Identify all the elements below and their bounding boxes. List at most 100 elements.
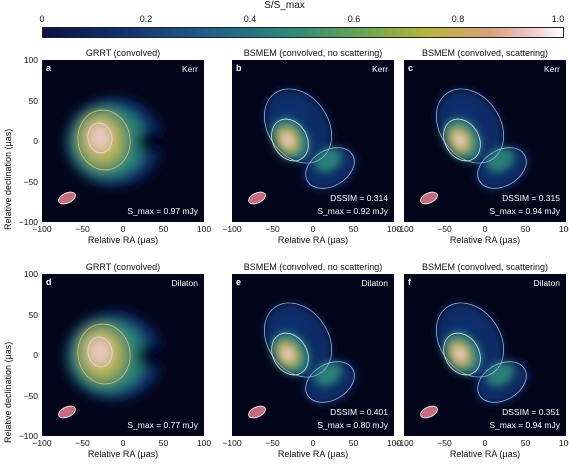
image-feature <box>88 338 112 366</box>
colorbar-tick: 0.4 <box>243 14 257 24</box>
colorbar <box>42 27 564 38</box>
model-name: Kerr <box>371 64 388 74</box>
colorbar-tick: 0.2 <box>139 14 153 24</box>
y-tick-label: 0 <box>33 136 38 146</box>
emission-image <box>420 88 529 205</box>
model-name: Kerr <box>181 64 198 74</box>
image-feature <box>420 191 438 205</box>
emission-image <box>58 312 164 419</box>
image-feature <box>486 148 514 172</box>
image-feature <box>271 332 309 376</box>
panel-letter: d <box>46 277 52 287</box>
colorbar-tick: 0.8 <box>451 14 465 24</box>
x-tick-label: 100 <box>386 438 402 448</box>
image-feature <box>271 118 309 162</box>
x-tick-label: 0 <box>482 438 488 448</box>
x-axis-label: Relative RA (μas) <box>87 449 159 459</box>
x-tick-label: −100 <box>394 438 414 448</box>
image-feature <box>435 88 505 164</box>
image-panel: f Dilaton DSSIM = 0.351 S_max = 0.94 mJy <box>404 274 566 436</box>
panel-header: BSMEM (convolved, no scattering) <box>243 48 383 58</box>
panel-header: GRRT (convolved) <box>85 48 161 58</box>
x-tick-label: −50 <box>265 224 280 234</box>
image-feature <box>443 118 481 162</box>
x-tick-label: 50 <box>348 438 359 448</box>
image-feature <box>477 361 527 403</box>
colorbar-tick: 0.6 <box>347 14 361 24</box>
panel-letter: c <box>408 63 414 73</box>
image-feature <box>314 362 342 386</box>
image-feature <box>77 323 131 385</box>
image-panel: c Kerr DSSIM = 0.315 S_max = 0.94 mJy <box>404 60 566 222</box>
emission-image <box>420 302 529 419</box>
x-tick-label: 50 <box>158 224 169 234</box>
colorbar-tick: 0 <box>39 14 45 24</box>
panel-letter: b <box>236 63 242 73</box>
x-tick-label: −100 <box>32 224 52 234</box>
dssim-value: DSSIM = 0.351 <box>502 407 560 417</box>
image-feature <box>486 362 514 386</box>
smax-value: S_max = 0.97 mJy <box>127 206 198 216</box>
x-axis-label: Relative RA (μas) <box>87 235 159 245</box>
colorbar-tick: 1.0 <box>551 14 565 24</box>
image-panel: d Dilaton S_max = 0.77 mJy <box>42 274 204 436</box>
y-tick-label: −50 <box>23 176 38 187</box>
panel-header: BSMEM (convolved, scattering) <box>421 262 549 272</box>
y-tick-label: −100 <box>18 217 38 227</box>
image-feature <box>88 124 112 152</box>
dssim-value: DSSIM = 0.314 <box>330 193 388 203</box>
image-feature <box>435 302 505 378</box>
y-axis-label-top: Relative declination (μas) <box>3 128 13 230</box>
dssim-value: DSSIM = 0.401 <box>330 407 388 417</box>
x-tick-label: −50 <box>75 438 90 448</box>
y-tick-label: 50 <box>28 95 38 106</box>
smax-value: S_max = 0.92 mJy <box>317 206 388 216</box>
x-tick-label: −100 <box>394 224 414 234</box>
x-axis-label: Relative RA (μas) <box>277 449 349 459</box>
dssim-value: DSSIM = 0.315 <box>502 193 560 203</box>
image-feature <box>263 302 333 378</box>
x-tick-label: −100 <box>222 224 242 234</box>
panel-header: GRRT (convolved) <box>85 262 161 272</box>
emission-image <box>58 98 164 205</box>
x-axis-label: Relative RA (μas) <box>449 449 521 459</box>
smax-value: S_max = 0.80 mJy <box>317 420 388 430</box>
image-feature <box>477 147 527 189</box>
y-tick-label: 100 <box>23 269 38 279</box>
y-tick-label: 0 <box>33 350 38 360</box>
x-tick-label: 0 <box>482 224 488 234</box>
x-tick-label: 50 <box>520 438 531 448</box>
x-tick-label: 100 <box>558 438 569 448</box>
image-feature <box>305 147 355 189</box>
image-feature <box>443 332 481 376</box>
image-feature <box>136 344 164 368</box>
model-name: Dilaton <box>533 278 560 288</box>
panel-header: BSMEM (convolved, no scattering) <box>243 262 383 272</box>
x-tick-label: 0 <box>310 224 316 234</box>
x-tick-label: 100 <box>196 438 212 448</box>
image-feature <box>248 405 266 419</box>
x-axis-label: Relative RA (μas) <box>277 235 349 245</box>
x-tick-label: −50 <box>75 224 90 234</box>
panel-letter: e <box>236 277 242 287</box>
panel-header: BSMEM (convolved, scattering) <box>421 48 549 58</box>
x-tick-label: −50 <box>437 438 452 448</box>
emission-image <box>248 88 357 205</box>
image-feature <box>278 101 306 123</box>
panel-letter: f <box>408 277 411 287</box>
smax-value: S_max = 0.94 mJy <box>489 206 560 216</box>
x-tick-label: 50 <box>348 224 359 234</box>
x-axis-label: Relative RA (μas) <box>449 235 521 245</box>
smax-value: S_max = 0.94 mJy <box>489 420 560 430</box>
image-feature <box>58 191 76 205</box>
image-panel: e Dilaton DSSIM = 0.401 S_max = 0.80 mJy <box>232 274 394 436</box>
image-feature <box>87 122 113 154</box>
image-feature <box>248 191 266 205</box>
x-tick-label: −50 <box>265 438 280 448</box>
model-name: Dilaton <box>361 278 388 288</box>
x-tick-label: 0 <box>120 438 126 448</box>
colorbar-title: S/S_max <box>264 0 305 11</box>
x-tick-label: 0 <box>120 224 126 234</box>
image-feature <box>454 347 466 361</box>
image-panel: a Kerr S_max = 0.97 mJy <box>42 60 204 222</box>
